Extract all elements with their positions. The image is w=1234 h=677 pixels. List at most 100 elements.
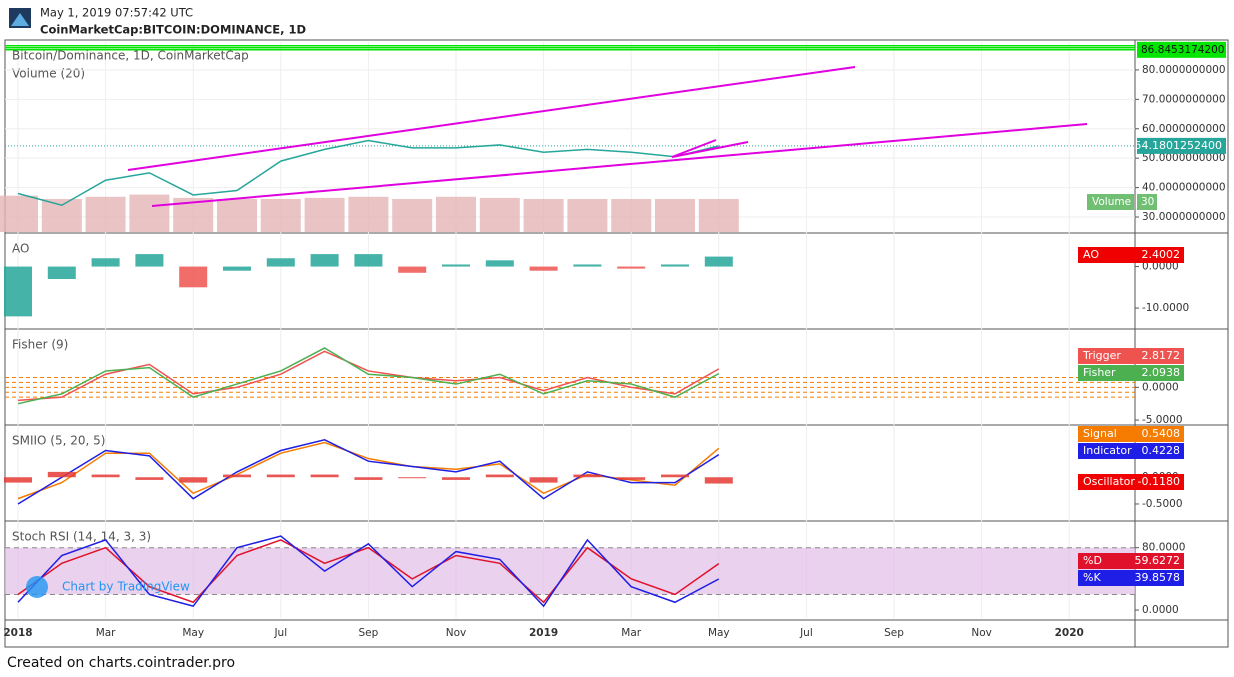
histogram-bar <box>529 477 558 483</box>
histogram-bar <box>266 258 295 267</box>
value-tag <box>1078 247 1184 263</box>
value-tag <box>1078 426 1184 442</box>
tag-value: 39.8578 <box>1135 571 1181 584</box>
histogram-bar <box>310 474 339 478</box>
logo <box>9 8 31 28</box>
footer: Created on charts.cointrader.pro <box>7 655 235 671</box>
volume-bar <box>260 199 301 232</box>
volume-bar <box>0 195 38 232</box>
histogram-bar <box>310 254 339 267</box>
price-tag-value: 86.8453174200 <box>1141 44 1225 56</box>
series-line <box>17 439 720 505</box>
tag-name: Fisher <box>1083 366 1116 379</box>
x-tick-label: 2018 <box>3 627 32 639</box>
histogram-bar <box>4 266 32 317</box>
histogram-bar <box>661 264 689 267</box>
volume-bar <box>611 199 652 232</box>
series-line <box>17 539 720 604</box>
histogram-bar <box>398 477 427 479</box>
histogram-bar <box>485 474 514 478</box>
volume-bar <box>523 199 564 232</box>
y-tick-label: -10.0000 <box>1142 302 1189 314</box>
x-tick-label: May <box>708 627 730 639</box>
volume-bar <box>479 197 520 232</box>
series-line <box>17 347 720 405</box>
frame <box>4 39 1229 648</box>
y-tick-label: 60.0000000000 <box>1142 123 1226 135</box>
pane-separators <box>5 232 1228 621</box>
value-tag <box>1078 553 1184 569</box>
histogram-bar <box>529 266 558 271</box>
tag-value: 30 <box>1141 196 1154 208</box>
tag-name: %D <box>1083 554 1102 567</box>
value-tag <box>1078 365 1184 381</box>
histogram-bar <box>704 477 733 484</box>
tag-value: 54.1801252400 <box>1135 139 1222 152</box>
x-tick-label: May <box>182 627 204 639</box>
volume-bar <box>41 199 82 232</box>
histogram-bar <box>617 266 646 269</box>
volume-bar <box>304 197 345 232</box>
volume-bar <box>567 199 608 232</box>
value-tag <box>1137 137 1226 154</box>
x-tick-label: Sep <box>359 627 379 639</box>
histogram-bar <box>91 258 120 267</box>
tag-value: 0.5408 <box>1142 427 1181 440</box>
histogram-bar <box>179 266 208 288</box>
series-line <box>17 350 720 402</box>
tag-value: 2.8172 <box>1142 349 1181 362</box>
histogram-bar <box>266 474 295 478</box>
histogram-bar <box>617 477 646 480</box>
tag-name: Trigger <box>1082 349 1121 362</box>
y-tick-label: 0.0000 <box>1142 381 1179 393</box>
y-tick-label: 80.0000000000 <box>1142 64 1226 76</box>
volume-bar <box>392 199 433 232</box>
pane-subtitle: Volume (20) <box>12 67 85 81</box>
tag-name: Signal <box>1083 427 1117 440</box>
trend-lines <box>127 66 1088 207</box>
x-tick-label: 2020 <box>1055 627 1084 639</box>
y-tick-label: -0.5000 <box>1142 498 1183 510</box>
watermark: Chart by TradingView <box>26 576 190 598</box>
volume-bar <box>129 194 170 232</box>
value-tag <box>1078 474 1184 490</box>
x-tick-label: Nov <box>971 627 992 639</box>
y-tick-label: -5.0000 <box>1142 414 1183 426</box>
histogram-bar <box>704 256 733 267</box>
price-tag <box>1137 41 1226 58</box>
tag-name: %K <box>1083 571 1101 584</box>
value-tag <box>1078 570 1184 586</box>
pane-title: Stoch RSI (14, 14, 3, 3) <box>12 530 151 544</box>
histogram-bar <box>354 477 383 480</box>
histogram-bar <box>573 264 602 267</box>
pane-title: Bitcoin/Dominance, 1D, CoinMarketCap <box>12 49 249 63</box>
tag-value: 2.4002 <box>1142 248 1181 261</box>
histogram-bar <box>179 477 208 483</box>
histogram-bar <box>442 477 470 480</box>
series-line <box>17 441 720 500</box>
x-tick-label: Jul <box>799 627 813 639</box>
symbol: CoinMarketCap:BITCOIN:DOMINANCE, 1D <box>40 23 306 37</box>
histogram-bar <box>223 474 251 478</box>
y-tick-label: 0.0000 <box>1142 261 1179 273</box>
volume-bar <box>436 196 476 232</box>
histogram-bar <box>573 474 602 478</box>
pane-title: AO <box>12 242 29 256</box>
histogram-bar <box>135 254 164 267</box>
histogram-bar <box>223 266 251 271</box>
pane-title: Fisher (9) <box>12 338 68 352</box>
histogram-bar <box>47 471 76 478</box>
histogram-bar <box>47 266 76 280</box>
value-tag <box>1078 348 1184 364</box>
x-tick-label: Mar <box>621 627 641 639</box>
volume-tag <box>1087 194 1134 210</box>
tag-value: -0.1180 <box>1138 475 1180 488</box>
tag-value: 59.6272 <box>1135 554 1181 567</box>
y-tick-label: 80.0000 <box>1142 542 1185 554</box>
y-tick-label: 70.0000000000 <box>1142 93 1226 105</box>
watermark-text: Chart by TradingView <box>62 580 190 594</box>
x-tick-label: 2019 <box>529 627 558 639</box>
x-tick-label: Jul <box>273 627 287 639</box>
histogram-bar <box>91 474 120 478</box>
